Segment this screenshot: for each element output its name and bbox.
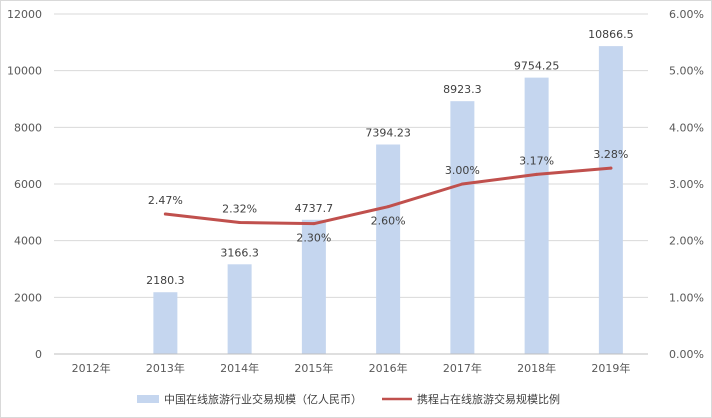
bar-value-label: 7394.23 xyxy=(365,126,411,139)
bar-value-label: 8923.3 xyxy=(443,83,482,96)
bar-value-label: 2180.3 xyxy=(146,274,185,287)
x-tick-label: 2018年 xyxy=(517,361,556,375)
data-labels: 2180.3 3166.3 4737.7 7394.23 8923.3 9754.25 10… xyxy=(146,28,634,287)
line-value-label: 2.60% xyxy=(371,215,406,228)
bar xyxy=(227,264,252,354)
x-tick-label: 2014年 xyxy=(220,361,259,375)
line-point xyxy=(238,221,242,225)
y-right-tick-label: 5.00% xyxy=(669,65,704,78)
y-right-tick-label: 0.00% xyxy=(669,348,704,361)
x-tick-label: 2016年 xyxy=(369,361,408,375)
line-value-label: 3.28% xyxy=(593,148,628,161)
y-left-tick-label: 2000 xyxy=(14,291,42,304)
y-right-tick-label: 6.00% xyxy=(669,8,704,21)
y-right-tick-label: 1.00% xyxy=(669,291,704,304)
bar-value-label: 9754.25 xyxy=(514,60,560,73)
y-left-tick-label: 0 xyxy=(35,348,42,361)
x-tick-label: 2019年 xyxy=(591,361,630,375)
axes: 0 2000 4000 6000 8000 10000 12000 0.00% 1.00% 2.0… xyxy=(7,8,704,375)
bar xyxy=(598,46,623,354)
bar-value-label: 4737.7 xyxy=(295,202,334,215)
y-left-tick-label: 4000 xyxy=(14,235,42,248)
line-point xyxy=(386,205,390,209)
x-tick-label: 2015年 xyxy=(294,361,333,375)
line-point xyxy=(535,172,539,176)
bar xyxy=(376,144,401,354)
x-tick-label: 2017年 xyxy=(443,361,482,375)
y-right-tick-label: 3.00% xyxy=(669,178,704,191)
gridlines xyxy=(54,13,648,298)
line-point xyxy=(163,212,167,216)
line-value-label: 3.17% xyxy=(519,154,554,167)
line-value-label: 3.00% xyxy=(445,164,480,177)
legend: 中国在线旅游行业交易规模（亿人民币） 携程占在线旅游交易规模比例 xyxy=(137,392,560,406)
line-point xyxy=(312,222,316,226)
y-left-tick-label: 10000 xyxy=(7,65,42,78)
x-tick-label: 2013年 xyxy=(146,361,185,375)
legend-bar-label: 中国在线旅游行业交易规模（亿人民币） xyxy=(164,392,362,406)
legend-line-label: 携程占在线旅游交易规模比例 xyxy=(417,392,560,406)
bar-value-label: 3166.3 xyxy=(220,246,259,259)
y-right-tick-label: 2.00% xyxy=(669,235,704,248)
line-value-label: 2.30% xyxy=(296,232,331,245)
bar xyxy=(153,292,178,354)
line-point xyxy=(609,166,613,170)
line-series xyxy=(163,166,613,226)
line-point xyxy=(460,182,464,186)
line-value-label: 2.32% xyxy=(222,203,257,216)
line-value-label: 2.47% xyxy=(148,194,183,207)
y-left-tick-label: 8000 xyxy=(14,121,42,134)
bar xyxy=(524,77,549,355)
x-tick-label: 2012年 xyxy=(72,361,111,375)
legend-bar-swatch xyxy=(137,395,159,403)
y-left-tick-label: 12000 xyxy=(7,8,42,21)
y-right-tick-label: 4.00% xyxy=(669,121,704,134)
bar-series xyxy=(153,46,623,355)
y-left-tick-label: 6000 xyxy=(14,178,42,191)
bar xyxy=(301,219,326,354)
bar-value-label: 10866.5 xyxy=(588,28,634,41)
bar xyxy=(450,101,475,355)
